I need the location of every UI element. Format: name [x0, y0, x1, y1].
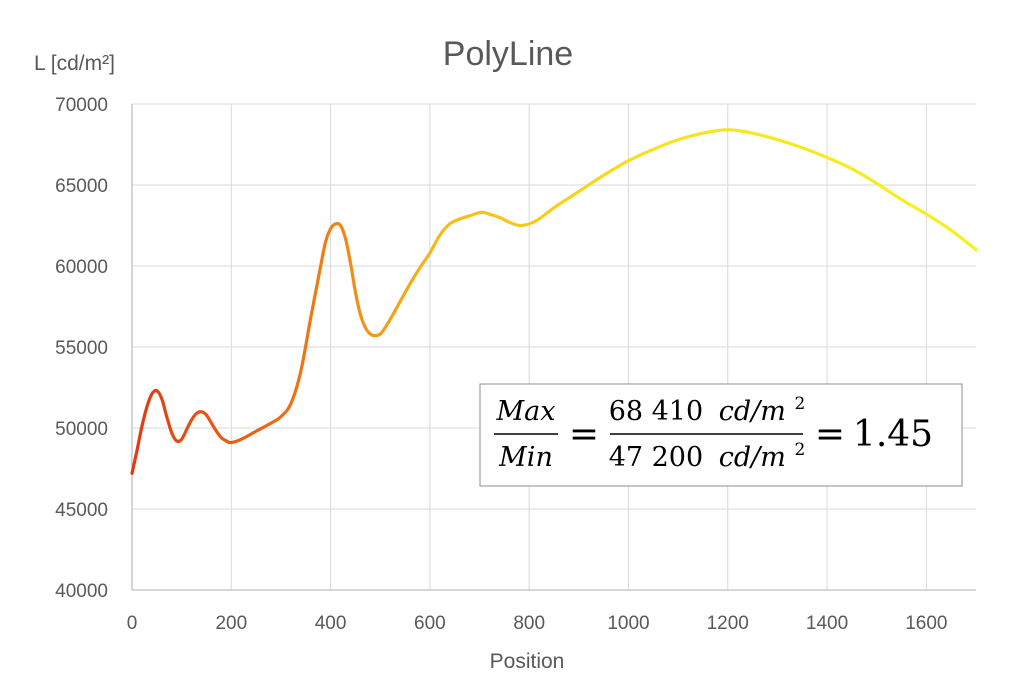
x-axis-label: Position [490, 650, 565, 673]
ratio-result: 1.45 [853, 414, 933, 455]
axes [131, 104, 976, 591]
x-tick-label: 1400 [806, 613, 848, 634]
y-tick-label: 50000 [55, 419, 108, 440]
min-value-unit: cd/m [719, 442, 786, 473]
chart-title: PolyLine [443, 35, 573, 73]
annotation-box [479, 383, 963, 487]
tick-labels: 40000 45000 50000 55000 60000 65000 70000 0 200 4… [55, 95, 947, 634]
y-tick-label: 60000 [55, 257, 108, 278]
gridlines [132, 103, 976, 590]
x-tick-label: 0 [127, 613, 138, 634]
max-label: Max [496, 396, 556, 427]
x-tick-label: 400 [315, 613, 347, 634]
x-tick-label: 800 [513, 613, 545, 634]
series-line-luminance [130, 128, 978, 475]
equals-sign-2: = [815, 414, 845, 455]
y-tick-label: 45000 [55, 500, 108, 521]
y-tick-label: 40000 [55, 581, 108, 602]
x-tick-label: 600 [414, 613, 446, 634]
ratio-annotation: Max Min = 68 410 cd/m 2 47 200 cd/m 2 = … [479, 383, 963, 487]
max-value-unit: cd/m [719, 396, 786, 427]
equals-sign-1: = [569, 414, 599, 455]
min-label: Min [498, 442, 553, 473]
x-tick-label: 200 [215, 613, 247, 634]
max-value: 68 410 cd/m 2 [609, 394, 806, 427]
series-line-group [130, 128, 978, 475]
y-tick-label: 55000 [55, 338, 108, 359]
max-value-unit-exponent: 2 [794, 394, 805, 414]
y-tick-label: 70000 [55, 95, 108, 116]
y-tick-label: 65000 [55, 176, 108, 197]
min-value-unit-exponent: 2 [794, 440, 805, 460]
x-tick-label: 1000 [607, 613, 649, 634]
min-value-number: 47 200 [609, 442, 703, 473]
x-tick-label: 1200 [707, 613, 749, 634]
x-tick-label: 1600 [905, 613, 947, 634]
y-axis-label: L [cd/m²] [34, 52, 115, 75]
max-value-number: 68 410 [609, 396, 703, 427]
min-value: 47 200 cd/m 2 [609, 440, 806, 473]
